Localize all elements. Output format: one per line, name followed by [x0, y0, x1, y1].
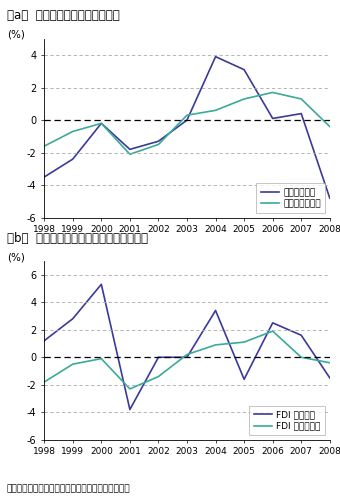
Line: FDI 非開始企業: FDI 非開始企業 — [44, 331, 330, 389]
輸出非開始企業 — [71, 129, 75, 135]
輸出開始企業 — [185, 117, 189, 123]
FDI 開始企業 — [214, 308, 218, 314]
輸出非開始企業 — [242, 96, 246, 102]
輸出開始企業 — [71, 156, 75, 162]
FDI 開始企業 — [71, 316, 75, 322]
Line: FDI 開始企業: FDI 開始企業 — [44, 284, 330, 410]
Text: （a）  輸出開始企業と非開始企業: （a） 輸出開始企業と非開始企業 — [7, 9, 120, 22]
輸出開始企業 — [99, 120, 103, 126]
FDI 非開始企業 — [99, 356, 103, 362]
FDI 非開始企業 — [328, 360, 332, 366]
輸出開始企業 — [156, 138, 160, 144]
FDI 開始企業 — [299, 332, 303, 338]
Text: 資料：経済産業省「企業活動基本調査」から作成。: 資料：経済産業省「企業活動基本調査」から作成。 — [7, 484, 131, 493]
輸出非開始企業 — [271, 89, 275, 95]
輸出非開始企業 — [185, 112, 189, 118]
輸出開始企業 — [299, 111, 303, 117]
FDI 開始企業 — [128, 407, 132, 413]
FDI 非開始企業 — [271, 328, 275, 334]
Line: 輸出開始企業: 輸出開始企業 — [44, 57, 330, 198]
輸出非開始企業 — [214, 107, 218, 113]
FDI 開始企業 — [328, 375, 332, 381]
FDI 非開始企業 — [71, 361, 75, 367]
FDI 非開始企業 — [128, 386, 132, 392]
Legend: FDI 開始企業, FDI 非開始企業: FDI 開始企業, FDI 非開始企業 — [249, 406, 325, 435]
輸出開始企業 — [128, 147, 132, 153]
FDI 開始企業 — [156, 354, 160, 360]
FDI 開始企業 — [99, 281, 103, 287]
FDI 非開始企業 — [156, 374, 160, 380]
Legend: 輸出開始企業, 輸出非開始企業: 輸出開始企業, 輸出非開始企業 — [256, 183, 325, 213]
FDI 非開始企業 — [242, 339, 246, 345]
FDI 非開始企業 — [299, 354, 303, 360]
輸出開始企業 — [42, 174, 46, 180]
輸出非開始企業 — [299, 96, 303, 102]
輸出非開始企業 — [42, 143, 46, 149]
Text: （b）  対外直接投資開始企業と非開始企業: （b） 対外直接投資開始企業と非開始企業 — [7, 232, 148, 245]
輸出非開始企業 — [328, 124, 332, 130]
FDI 開始企業 — [42, 338, 46, 344]
輸出開始企業 — [328, 195, 332, 201]
FDI 開始企業 — [242, 376, 246, 382]
輸出開始企業 — [271, 115, 275, 121]
Text: (%): (%) — [7, 252, 25, 262]
Line: 輸出非開始企業: 輸出非開始企業 — [44, 92, 330, 154]
FDI 非開始企業 — [214, 342, 218, 348]
輸出開始企業 — [214, 54, 218, 60]
FDI 非開始企業 — [185, 351, 189, 357]
輸出非開始企業 — [99, 120, 103, 126]
FDI 非開始企業 — [42, 379, 46, 385]
輸出非開始企業 — [128, 151, 132, 157]
Text: (%): (%) — [7, 30, 25, 40]
輸出非開始企業 — [156, 142, 160, 148]
輸出開始企業 — [242, 67, 246, 73]
FDI 開始企業 — [185, 354, 189, 360]
FDI 開始企業 — [271, 320, 275, 326]
